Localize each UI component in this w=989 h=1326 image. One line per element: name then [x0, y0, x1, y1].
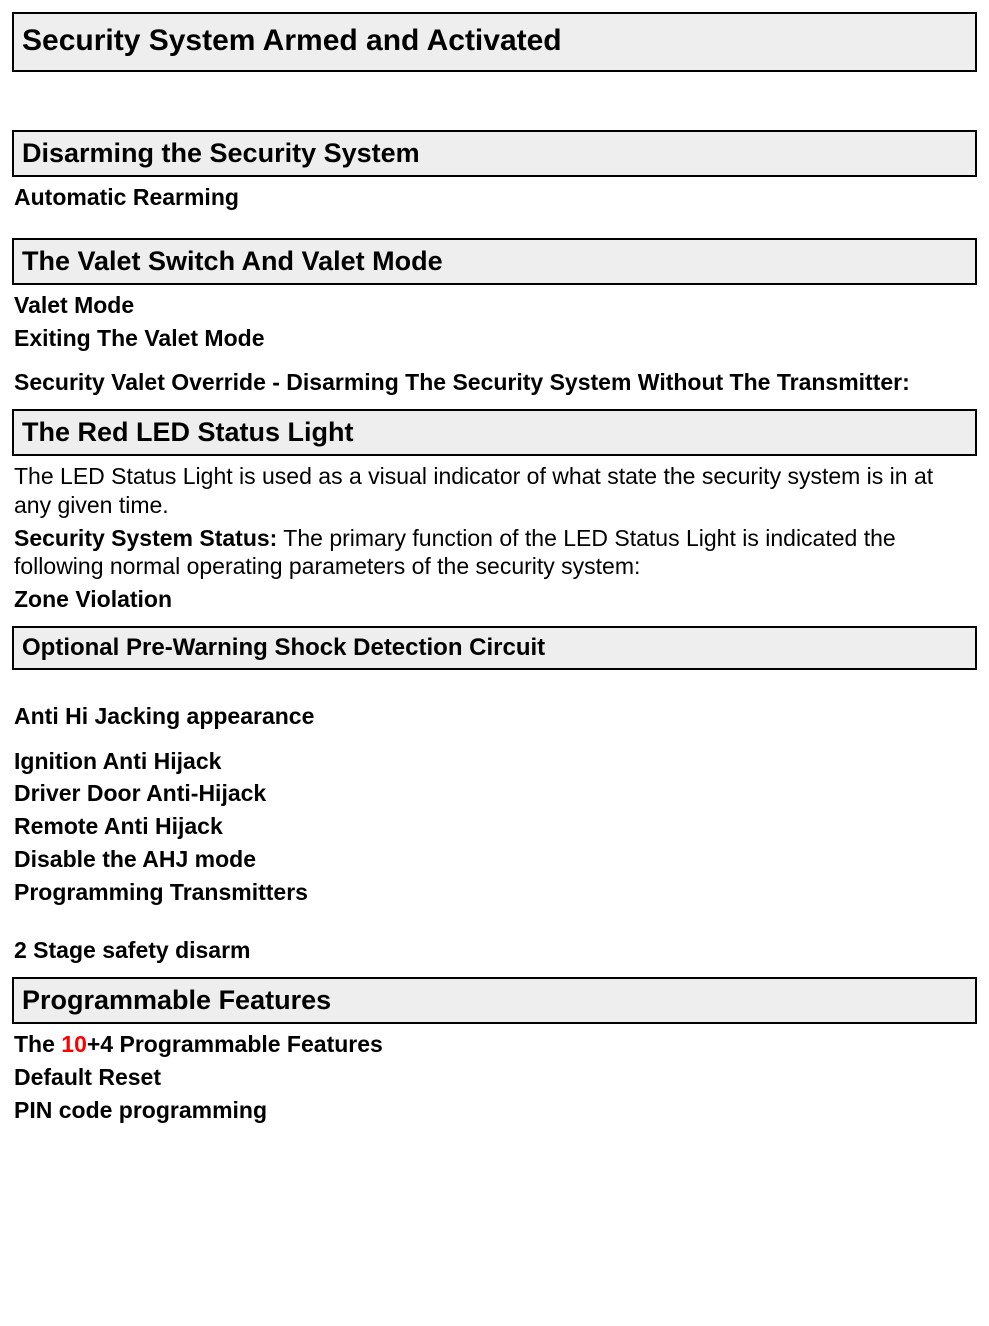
spacer	[12, 676, 977, 698]
spacer	[12, 910, 977, 932]
body-led-status: Security System Status: The primary func…	[14, 524, 975, 582]
subheading-exit-valet: Exiting The Valet Mode	[14, 324, 975, 353]
subheading-valet-mode: Valet Mode	[14, 291, 975, 320]
section-header-disarming: Disarming the Security System	[12, 130, 977, 177]
subheading-valet-override: Security Valet Override - Disarming The …	[14, 368, 975, 397]
section-header-valet: The Valet Switch And Valet Mode	[12, 238, 977, 285]
heading-anti-hijack: Anti Hi Jacking appearance	[14, 702, 975, 731]
text-prog-pre: The	[14, 1031, 61, 1057]
section-header-programmable: Programmable Features	[12, 977, 977, 1024]
item-disable-ahj: Disable the AHJ mode	[14, 845, 975, 874]
item-ignition-ahj: Ignition Anti Hijack	[14, 747, 975, 776]
item-programming-transmitters: Programming Transmitters	[14, 878, 975, 907]
subheading-zone-violation: Zone Violation	[14, 585, 975, 614]
spacer	[12, 969, 977, 977]
item-two-stage-disarm: 2 Stage safety disarm	[14, 936, 975, 965]
spacer	[12, 401, 977, 409]
subheading-auto-rearming: Automatic Rearming	[14, 183, 975, 212]
text-prog-red: 10	[61, 1031, 87, 1057]
line-pin-code: PIN code programming	[14, 1096, 975, 1125]
spacer	[12, 735, 977, 743]
label-security-status: Security System Status:	[14, 525, 277, 551]
text-prog-post: +4 Programmable Features	[87, 1031, 383, 1057]
line-default-reset: Default Reset	[14, 1063, 975, 1092]
spacer	[12, 618, 977, 626]
spacer	[12, 78, 977, 130]
section-header-armed: Security System Armed and Activated	[12, 12, 977, 72]
body-led-intro: The LED Status Light is used as a visual…	[14, 462, 975, 520]
section-header-prewarn: Optional Pre-Warning Shock Detection Cir…	[12, 626, 977, 670]
item-driver-door-ahj: Driver Door Anti-Hijack	[14, 779, 975, 808]
spacer	[12, 356, 977, 364]
section-header-led: The Red LED Status Light	[12, 409, 977, 456]
item-remote-ahj: Remote Anti Hijack	[14, 812, 975, 841]
spacer	[12, 216, 977, 238]
line-programmable-features: The 10+4 Programmable Features	[14, 1030, 975, 1059]
